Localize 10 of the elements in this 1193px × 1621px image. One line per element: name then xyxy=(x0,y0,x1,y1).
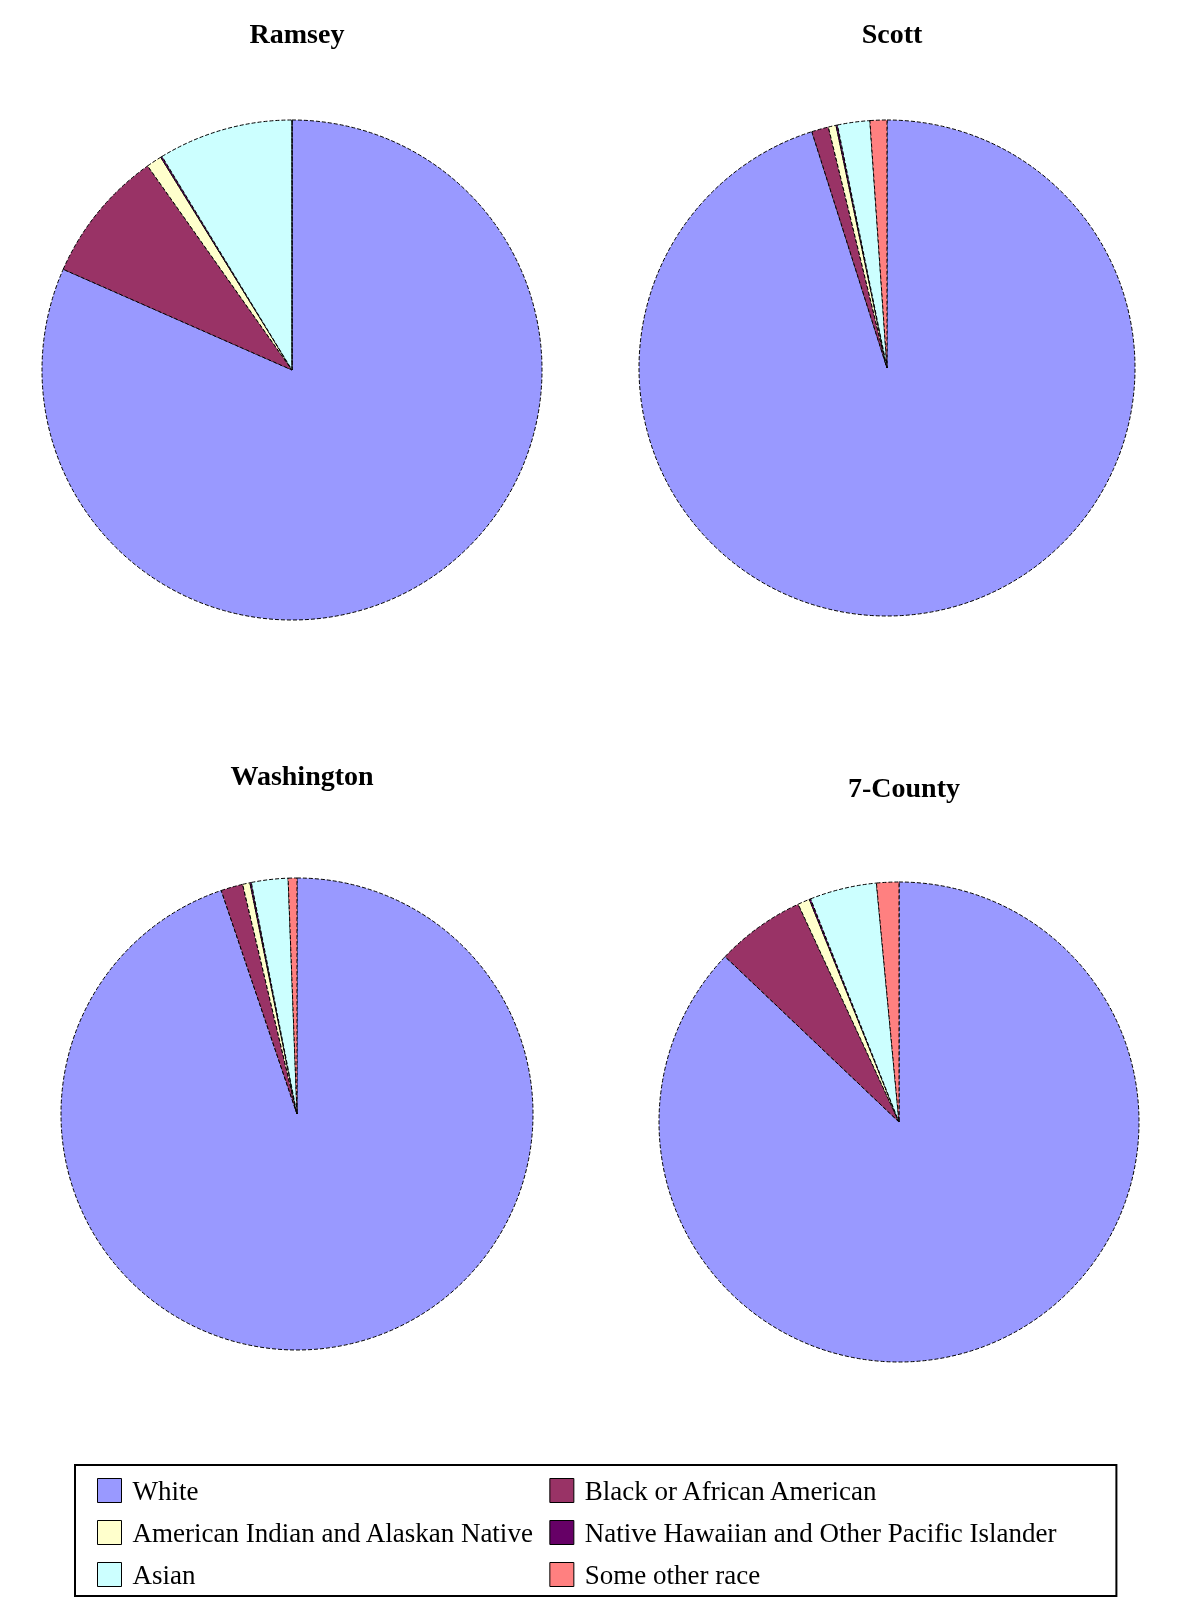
chart-title: Ramsey xyxy=(249,17,345,49)
legend-label: Black or African American xyxy=(584,1475,877,1506)
legend-label: Native Hawaiian and Other Pacific Islander xyxy=(584,1517,1057,1548)
legend-label: Asian xyxy=(132,1559,196,1590)
chart-title: Scott xyxy=(861,17,923,49)
legend-label: American Indian and Alaskan Native xyxy=(132,1517,533,1548)
chart-title: 7-County xyxy=(847,771,961,803)
legend-label: White xyxy=(132,1475,199,1506)
chart-title: Washington xyxy=(230,759,375,791)
legend-label: Some other race xyxy=(584,1559,761,1590)
